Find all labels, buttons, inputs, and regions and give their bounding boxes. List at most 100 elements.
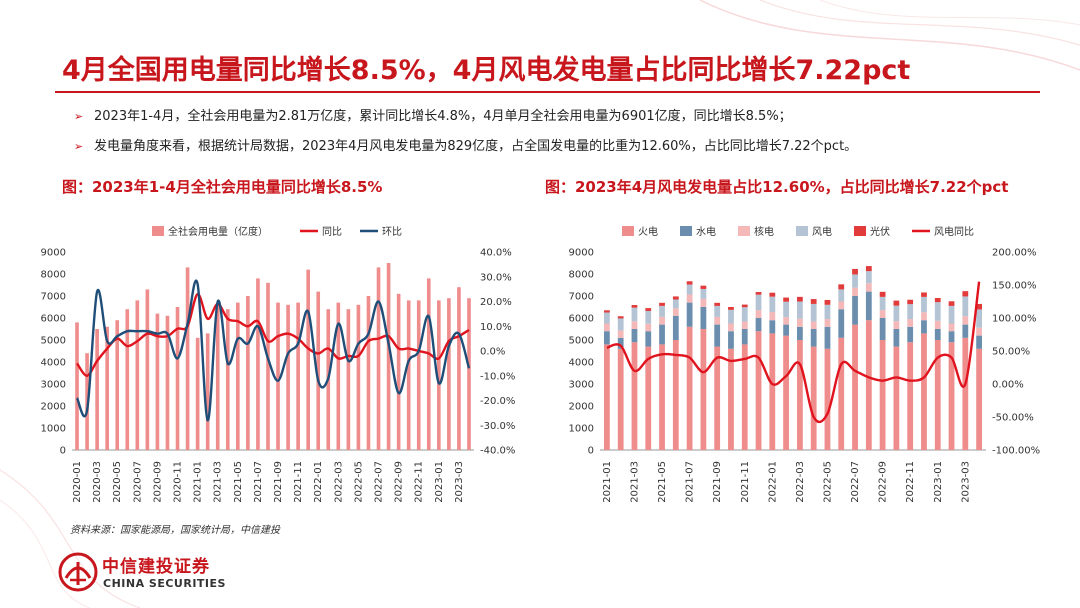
legend-label-核电: 核电 <box>754 225 774 238</box>
bar-核电-2021-03 <box>631 321 638 329</box>
y-left-tick-label: 9000 <box>569 248 594 259</box>
x-tick-label: 2022-11 <box>414 461 425 503</box>
y-right-tick-label: -30.0% <box>480 421 515 432</box>
y-right-tick-label: 40.0% <box>480 248 512 259</box>
bar-核电-2021-04 <box>645 323 652 332</box>
y-left-tick-label: 0 <box>60 446 66 457</box>
y-left-tick-label: 9000 <box>41 248 66 259</box>
bar-光伏-2022-04 <box>810 299 817 304</box>
bar-水电-2021-05 <box>659 324 665 345</box>
bar-风电-2021-01 <box>603 312 610 324</box>
bar-全社会用电量（亿度）-2021-09 <box>276 302 280 450</box>
bar-核电-2021-02 <box>617 330 624 338</box>
bar-火电-2022-05 <box>824 348 831 450</box>
bar-全社会用电量（亿度）-2020-06 <box>125 309 130 450</box>
bullet-arrow-icon: ➢ <box>74 110 84 123</box>
bar-火电-2022-02 <box>783 335 790 450</box>
bar-光伏-2021-02 <box>617 316 624 319</box>
bar-水电-2021-02 <box>617 337 624 349</box>
bar-水电-2021-07 <box>686 302 693 327</box>
bar-风电-2022-05 <box>824 304 831 320</box>
bar-全社会用电量（亿度）-2022-05 <box>356 304 361 450</box>
bar-风电-2021-09 <box>714 305 721 317</box>
bar-核电-2023-04 <box>976 327 983 336</box>
bar-光伏-2022-11 <box>907 299 914 305</box>
bar-水电-2023-02 <box>948 331 955 343</box>
bar-风电-2021-12 <box>755 294 762 311</box>
x-tick-label: 2022-11 <box>905 461 916 503</box>
bar-火电-2022-04 <box>810 346 817 450</box>
bar-风电-2021-05 <box>659 305 665 317</box>
bar-火电-2022-01 <box>769 333 776 450</box>
y-left-tick-label: 4000 <box>569 358 594 369</box>
y-left-tick-label: 8000 <box>41 270 66 281</box>
bar-光伏-2022-03 <box>796 296 803 302</box>
bar-核电-2023-02 <box>948 323 955 332</box>
bar-风电-2021-07 <box>686 284 693 295</box>
bar-水电-2022-05 <box>824 326 831 349</box>
bar-全社会用电量（亿度）-2021-04 <box>225 309 230 450</box>
legend-swatch-水电 <box>680 226 692 236</box>
y-left-tick-label: 3000 <box>41 380 66 391</box>
bar-水电-2022-12 <box>921 320 927 334</box>
bar-全社会用电量（亿度）-2021-11 <box>296 302 300 450</box>
bar-光伏-2022-10 <box>893 300 900 306</box>
x-tick-label: 2022-09 <box>878 461 889 503</box>
bar-火电-2021-02 <box>617 348 624 450</box>
bar-风电-2022-06 <box>838 289 845 302</box>
bar-风电-2021-11 <box>741 307 748 322</box>
bar-风电-2021-08 <box>700 288 707 299</box>
y-right-tick-label: -100.00% <box>992 446 1040 457</box>
bar-光伏-2021-04 <box>645 308 652 311</box>
y-left-tick-label: 2000 <box>41 402 66 413</box>
bar-风电-2022-11 <box>907 304 914 320</box>
bar-光伏-2023-02 <box>948 301 955 306</box>
x-tick-label: 2022-01 <box>313 461 324 503</box>
x-tick-label: 2022-03 <box>795 461 806 503</box>
bar-风电-2022-02 <box>783 301 790 318</box>
bar-全社会用电量（亿度）-2020-07 <box>135 300 140 450</box>
bar-全社会用电量（亿度）-2022-04 <box>346 309 351 450</box>
y-right-tick-label: 20.0% <box>480 297 512 308</box>
bar-风电-2021-04 <box>645 310 652 324</box>
bar-光伏-2021-11 <box>741 304 748 308</box>
bar-全社会用电量（亿度）-2020-03 <box>95 329 99 450</box>
x-tick-label: 2022-05 <box>353 461 364 503</box>
legend-label-风电同比: 风电同比 <box>934 225 974 238</box>
title-divider <box>55 91 1040 93</box>
bullet-item: ➢ 2023年1-4月，全社会用电量为2.81万亿度，累计同比增长4.8%，4月… <box>74 102 1064 132</box>
bar-光伏-2022-01 <box>769 292 776 297</box>
bar-核电-2021-10 <box>728 323 734 332</box>
legend-label-光伏: 光伏 <box>870 225 890 238</box>
bar-水电-2022-09 <box>879 318 886 340</box>
y-left-tick-label: 7000 <box>41 292 66 303</box>
bar-光伏-2022-02 <box>783 297 790 302</box>
bar-火电-2021-06 <box>672 340 679 450</box>
x-tick-label: 2021-09 <box>273 461 284 503</box>
bar-火电-2022-08 <box>865 320 872 450</box>
bar-核电-2021-11 <box>741 321 748 329</box>
bar-火电-2021-10 <box>728 348 734 450</box>
bar-全社会用电量（亿度）-2020-04 <box>105 326 109 450</box>
bar-风电-2022-12 <box>921 296 927 313</box>
bar-风电-2022-08 <box>865 271 872 284</box>
bar-火电-2021-01 <box>603 344 610 450</box>
bar-火电-2021-07 <box>686 326 693 450</box>
legend-label-风电: 风电 <box>812 225 832 238</box>
bar-火电-2022-03 <box>796 340 803 450</box>
bar-光伏-2023-03 <box>962 291 969 297</box>
bar-风电-2021-06 <box>672 299 679 309</box>
bar-水电-2021-04 <box>645 331 652 347</box>
bar-全社会用电量（亿度）-2020-08 <box>145 289 150 450</box>
y-left-tick-label: 0 <box>588 446 594 457</box>
x-tick-label: 2021-03 <box>629 461 640 503</box>
bar-水电-2021-10 <box>728 331 734 349</box>
bar-全社会用电量（亿度）-2022-12 <box>426 278 431 450</box>
bullet-text: 2023年1-4月，全社会用电量为2.81万亿度，累计同比增长4.8%，4月单月… <box>94 109 792 124</box>
bar-核电-2022-01 <box>769 312 776 321</box>
bar-光伏-2021-12 <box>755 292 762 295</box>
bar-全社会用电量（亿度）-2021-01 <box>195 337 200 450</box>
chart1-title: 图：2023年1-4月全社会用电量同比增长8.5% <box>62 178 383 196</box>
bar-风电-2022-09 <box>879 296 886 311</box>
bar-全社会用电量（亿度）-2020-09 <box>155 313 160 450</box>
